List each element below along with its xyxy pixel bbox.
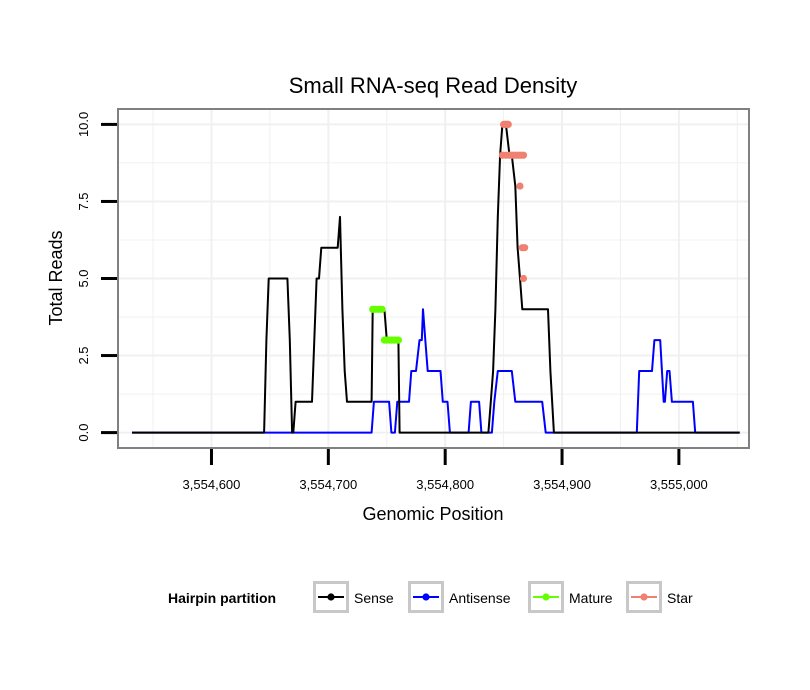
legend-item-mature: Mature [528, 581, 613, 613]
y-axis-title: Total Reads [46, 230, 66, 325]
y-tick-label: 0.0 [76, 424, 91, 442]
x-axis: 3,554,600 3,554,700 3,554,800 3,554,900 3,55… [183, 449, 708, 492]
grid-lines [118, 109, 749, 448]
y-tick-label: 2.5 [76, 346, 91, 364]
y-tick-label: 5.0 [76, 269, 91, 287]
legend-item-star: Star [626, 581, 693, 613]
x-tick-label: 3,554,900 [533, 477, 591, 492]
point-star [516, 182, 524, 190]
point-star [519, 151, 528, 159]
plot-border [117, 108, 750, 449]
legend-key-point [542, 593, 550, 601]
legend-label: Antisense [449, 590, 511, 606]
legend-label: Mature [569, 590, 613, 606]
y-axis: 0.0 2.5 5.0 7.5 10.0 [76, 112, 117, 442]
point-mature [394, 336, 403, 344]
point-star [519, 274, 528, 283]
x-axis-title: Genomic Position [362, 504, 503, 524]
y-tick-label: 7.5 [76, 192, 91, 210]
point-mature [378, 305, 386, 313]
legend-title: Hairpin partition [168, 590, 276, 606]
legend-key-point [640, 593, 648, 601]
legend-item-sense: Sense [313, 581, 394, 613]
series-line-antisense [132, 308, 740, 434]
point-star [504, 120, 512, 129]
legend: Hairpin partition Sense Antisense Mature St… [168, 581, 693, 613]
point-star [521, 244, 529, 252]
legend-label: Sense [354, 590, 394, 606]
series-layer [132, 120, 740, 434]
legend-key-point [422, 593, 430, 601]
legend-key-point [327, 593, 335, 601]
x-tick-label: 3,554,600 [183, 477, 241, 492]
chart-title: Small RNA-seq Read Density [289, 73, 578, 98]
y-tick-label: 10.0 [76, 112, 91, 137]
legend-label: Star [667, 590, 693, 606]
x-tick-label: 3,554,700 [299, 477, 357, 492]
x-tick-label: 3,555,000 [650, 477, 708, 492]
x-tick-label: 3,554,800 [416, 477, 474, 492]
legend-item-antisense: Antisense [408, 581, 511, 613]
